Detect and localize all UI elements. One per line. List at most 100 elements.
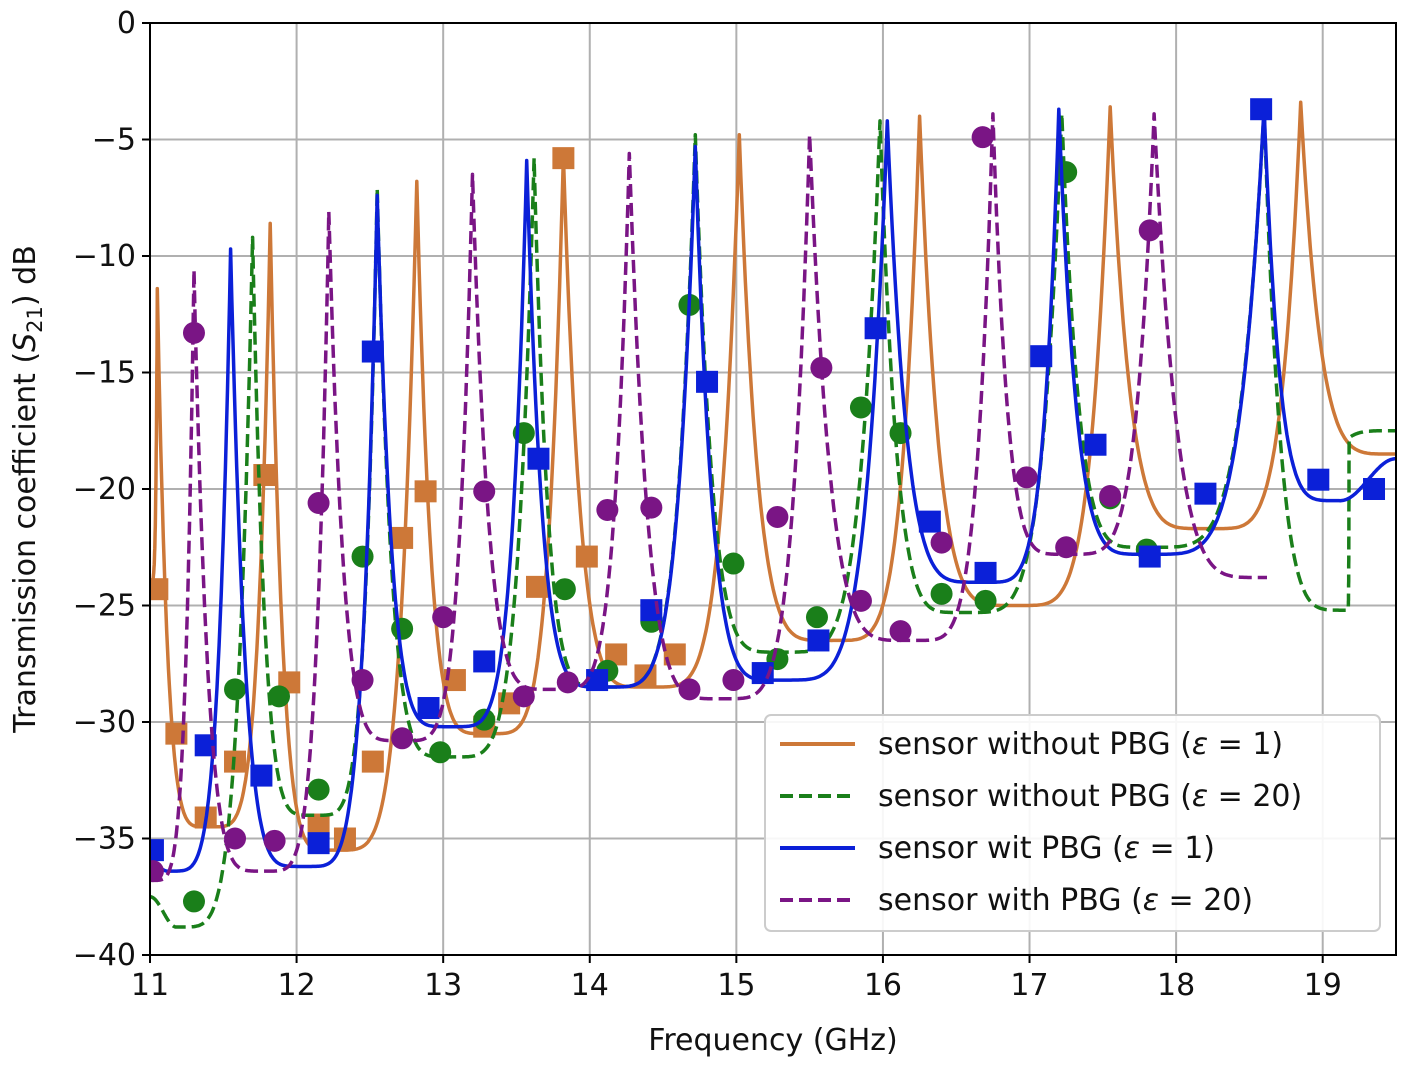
data-point-square [974,561,997,584]
data-point-circle [640,496,663,519]
series-4 [150,112,1267,883]
data-point-circle [1099,484,1122,507]
data-point-square [696,370,719,393]
data-point-circle [150,860,164,883]
data-point-square [586,669,609,692]
data-point-circle [307,778,330,801]
data-point-square [414,480,437,503]
data-point-circle [930,531,953,554]
data-point-circle [930,582,953,605]
x-tick-label: 14 [571,968,609,1003]
legend-label-symbol: ε [1192,779,1208,814]
series-3 [150,98,1396,873]
data-point-square [391,526,414,549]
x-tick-label: 12 [277,968,315,1003]
data-point-circle [722,552,745,575]
legend-box [764,714,1381,932]
data-point-circle [805,606,828,629]
data-point-circle [512,685,535,708]
data-point-circle [224,678,247,701]
legend-label-text: sensor without PBG ( [878,727,1192,762]
y-tick-label: −30 [73,705,136,740]
data-point-square [525,575,548,598]
data-point-circle [553,578,576,601]
data-point-circle [971,126,994,149]
data-point-square [1194,482,1217,505]
data-point-square [575,545,598,568]
y-tick-label: −40 [73,938,136,973]
data-point-square [663,643,686,666]
y-tick-label: −25 [73,589,136,624]
y-tick-label: 0 [117,6,136,41]
data-point-square [473,650,496,673]
data-point-square [250,764,273,787]
data-point-circle [889,620,912,643]
data-point-circle [556,671,579,694]
data-point-circle [263,829,286,852]
data-point-square [361,750,384,773]
data-point-square [361,340,384,363]
legend-label-symbol: ε [1143,883,1159,918]
data-point-square [918,510,941,533]
data-point-circle [678,678,701,701]
ticks: 11 12 13 14 15 16 17 18 19 0 −5 −10 −15 −20 −25 −30 −35 −… [73,6,1342,1003]
legend-label-1: sensor without PBG (ε = 1) [878,727,1283,762]
data-point-circle [810,356,833,379]
y-axis-label: Transmission coefficient (S21) dB [8,245,47,734]
data-point-square [605,643,628,666]
data-point-circle [391,617,414,640]
data-point-square [150,839,164,862]
data-point-circle [429,741,452,764]
y-axis-label-post: ) dB [8,245,43,306]
data-point-square [307,832,330,855]
data-point-square [1138,545,1161,568]
data-point-circle [267,685,290,708]
legend-label-symbol: ε [1192,727,1208,762]
data-point-circle [351,545,374,568]
y-tick-label: −10 [73,239,136,274]
x-tick-label: 18 [1157,968,1195,1003]
series-layer [150,98,1396,929]
legend: sensor without PBG (ε = 1)sensor without… [764,714,1381,932]
data-point-square [807,629,830,652]
data-point-square [150,578,169,601]
y-axis-label-pre: Transmission coefficient ( [8,352,43,734]
data-point-circle [974,589,997,612]
legend-label-value: = 20) [1208,779,1302,814]
series-line-3 [150,105,1396,873]
data-point-circle [849,589,872,612]
data-point-square [1307,468,1330,491]
legend-entries: sensor without PBG (ε = 1)sensor without… [780,727,1302,918]
y-tick-label: −35 [73,822,136,857]
data-point-circle [766,505,789,528]
data-point-circle [1055,536,1078,559]
data-point-square [552,147,575,170]
x-tick-label: 17 [1010,968,1048,1003]
legend-label-value: = 20) [1159,883,1253,918]
x-tick-label: 11 [131,968,169,1003]
legend-label-symbol: ε [1124,831,1140,866]
data-point-circle [224,827,247,850]
y-tick-label: −20 [73,472,136,507]
data-point-circle [182,321,205,344]
y-axis-label-symbol: S [8,333,43,352]
data-point-square [307,813,330,836]
data-point-square [1363,478,1386,500]
data-point-circle [596,498,619,521]
x-tick-label: 16 [864,968,902,1003]
x-tick-label: 19 [1304,968,1342,1003]
data-point-circle [473,480,496,503]
legend-label-2: sensor without PBG (ε = 20) [878,779,1302,814]
x-axis-label: Frequency (GHz) [648,1023,897,1058]
data-point-circle [432,606,455,629]
data-point-circle [391,727,414,750]
x-tick-label: 15 [717,968,755,1003]
data-point-square [253,464,276,487]
data-point-circle [351,669,374,692]
data-point-square [1084,433,1107,456]
data-point-circle [849,396,872,419]
data-point-square [417,697,440,720]
data-point-circle [182,890,205,913]
legend-label-4: sensor with PBG (ε = 20) [878,883,1253,918]
